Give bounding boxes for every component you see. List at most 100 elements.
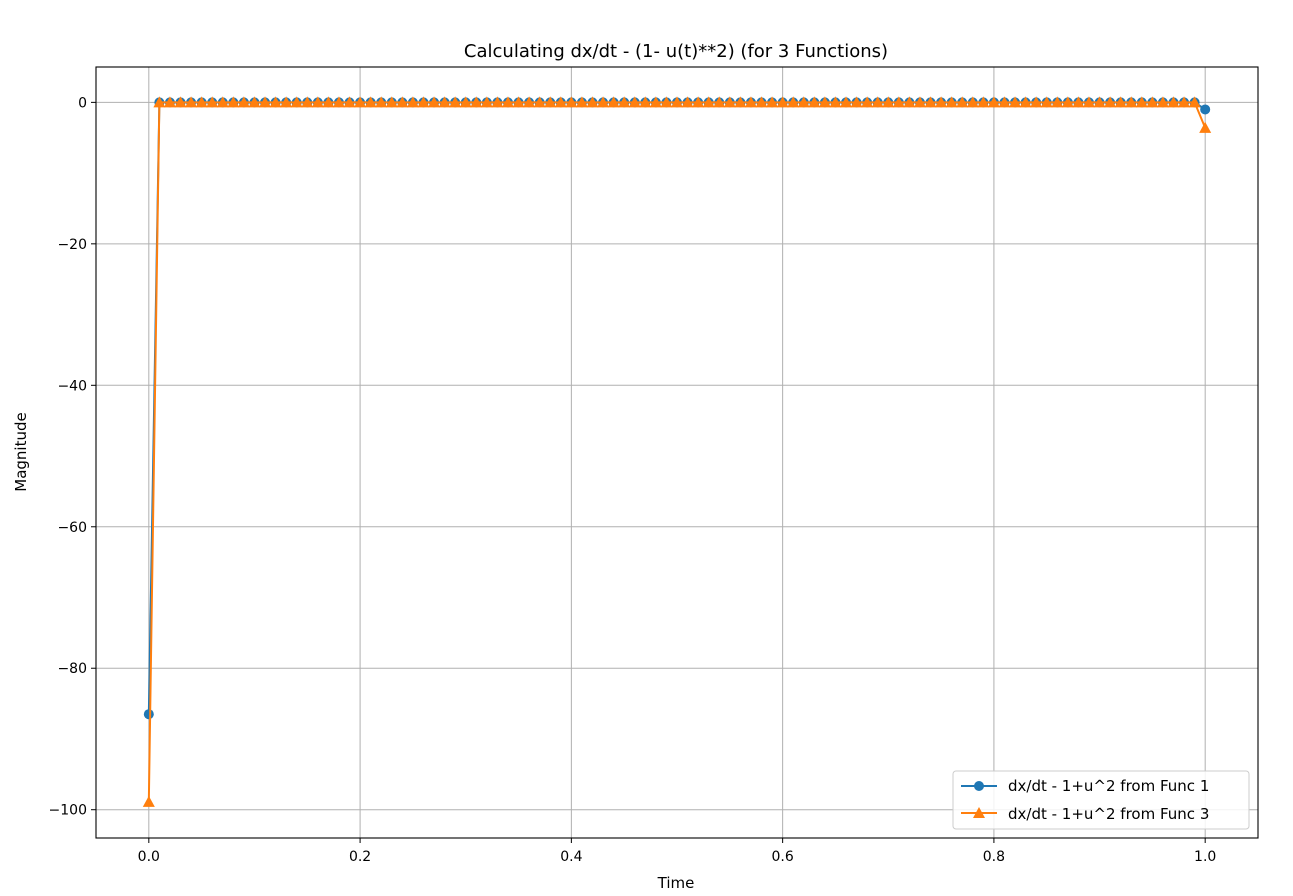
data-point xyxy=(744,96,757,108)
data-point xyxy=(1200,104,1211,115)
data-point xyxy=(1040,96,1053,108)
y-axis: 0 −20 −40 −60 −80 −100 xyxy=(49,95,96,819)
data-point xyxy=(417,96,430,108)
data-point xyxy=(607,96,620,108)
data-point xyxy=(1199,121,1212,133)
data-point xyxy=(660,96,673,108)
x-tick-label: 0.0 xyxy=(138,849,160,865)
data-point xyxy=(987,96,1000,108)
data-point xyxy=(449,96,462,108)
x-tick-label: 0.8 xyxy=(983,849,1005,865)
data-point xyxy=(1135,96,1148,108)
data-point xyxy=(364,96,377,108)
data-point xyxy=(206,96,219,108)
x-tick-label: 0.4 xyxy=(560,849,582,865)
legend-box xyxy=(952,770,1250,830)
data-point xyxy=(797,96,810,108)
data-point xyxy=(755,96,768,108)
data-point xyxy=(501,96,514,108)
legend-marker-func-3 xyxy=(973,807,985,818)
data-point xyxy=(829,96,842,108)
data-point xyxy=(554,96,567,108)
data-point xyxy=(1188,96,1201,108)
data-point xyxy=(512,96,525,108)
data-point xyxy=(174,96,187,108)
y-tick-label: −80 xyxy=(57,661,87,677)
data-point xyxy=(1051,96,1064,108)
data-point xyxy=(1114,96,1127,108)
data-point xyxy=(935,96,948,108)
data-point xyxy=(945,96,958,108)
data-point xyxy=(216,96,229,108)
data-point xyxy=(280,96,293,108)
data-point xyxy=(311,96,324,108)
data-point xyxy=(533,96,546,108)
data-point xyxy=(924,96,937,108)
data-point xyxy=(1104,96,1117,108)
x-axis: 0.0 0.2 0.4 0.6 0.8 1.0 xyxy=(138,838,1216,865)
data-point xyxy=(1030,96,1043,108)
x-tick-label: 0.6 xyxy=(772,849,794,865)
data-point xyxy=(913,96,926,108)
data-point xyxy=(618,96,631,108)
data-point xyxy=(237,96,250,108)
y-tick-label: 0 xyxy=(78,95,87,111)
data-point xyxy=(597,96,610,108)
data-point xyxy=(480,96,493,108)
data-point xyxy=(195,96,208,108)
data-point xyxy=(977,96,990,108)
data-point xyxy=(438,96,451,108)
data-point xyxy=(956,96,969,108)
data-point xyxy=(681,96,694,108)
data-point xyxy=(1082,96,1095,108)
data-point xyxy=(671,96,683,108)
data-point xyxy=(882,96,895,108)
data-point xyxy=(301,96,314,108)
data-point xyxy=(332,96,345,108)
data-point xyxy=(787,96,800,108)
data-point xyxy=(143,709,154,720)
y-tick-label: −20 xyxy=(57,237,87,253)
data-point xyxy=(702,96,715,108)
data-point xyxy=(354,96,367,108)
data-point xyxy=(723,96,736,108)
y-tick-label: −40 xyxy=(57,378,87,394)
data-point xyxy=(639,96,652,108)
data-point xyxy=(734,96,747,108)
data-point xyxy=(375,96,388,108)
x-tick-label: 1.0 xyxy=(1194,849,1216,865)
data-point xyxy=(649,96,662,108)
x-axis-label: Time xyxy=(657,874,695,892)
y-axis-label: Magnitude xyxy=(12,412,30,491)
data-point xyxy=(396,96,409,108)
y-tick-label: −100 xyxy=(49,803,87,819)
data-point xyxy=(1146,96,1159,108)
data-point xyxy=(163,96,176,108)
data-point xyxy=(470,96,483,108)
data-point xyxy=(1072,96,1085,108)
data-point xyxy=(628,96,641,108)
data-point xyxy=(840,96,853,108)
data-point xyxy=(575,96,588,108)
data-point xyxy=(322,96,335,108)
data-point xyxy=(523,96,536,108)
data-point xyxy=(1061,96,1074,108)
data-point xyxy=(692,96,705,108)
data-point xyxy=(892,96,905,108)
data-point xyxy=(491,96,504,108)
data-point xyxy=(713,96,726,108)
data-point xyxy=(850,96,863,108)
data-point xyxy=(808,96,821,108)
data-point xyxy=(966,96,979,108)
data-point xyxy=(406,96,419,108)
legend: dx/dt - 1+u^2 from Func 1 dx/dt - 1+u^2 … xyxy=(952,770,1250,830)
data-point xyxy=(142,795,155,807)
x-tick-label: 0.2 xyxy=(349,849,371,865)
data-point xyxy=(1125,96,1138,108)
plot-frame xyxy=(95,66,1259,839)
data-point xyxy=(290,96,303,108)
series-layer xyxy=(142,96,1212,807)
data-point xyxy=(227,96,240,108)
data-point xyxy=(1009,96,1022,108)
